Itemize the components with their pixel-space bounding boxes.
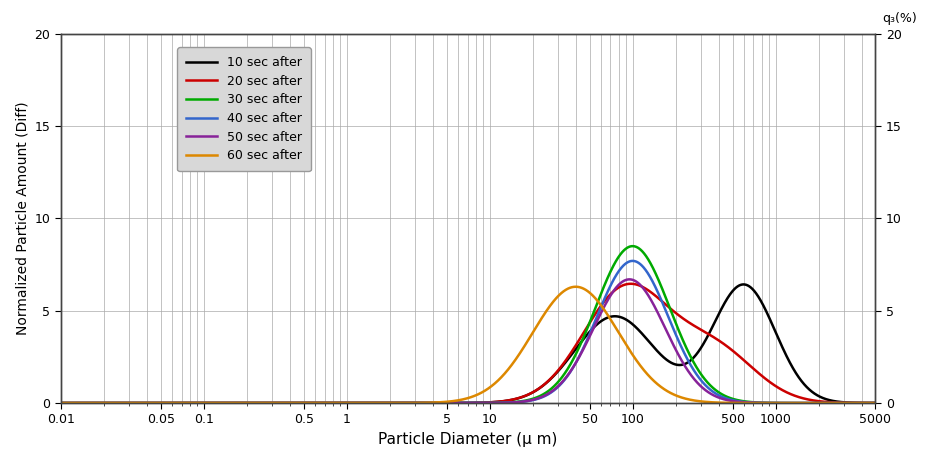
20 sec after <box>870 400 882 406</box>
40 sec after <box>367 400 378 406</box>
10 sec after <box>55 400 66 406</box>
Line: 30 sec after: 30 sec after <box>61 246 876 403</box>
30 sec after <box>870 400 882 406</box>
20 sec after <box>203 400 215 406</box>
60 sec after <box>543 304 555 310</box>
X-axis label: Particle Diameter (μ m): Particle Diameter (μ m) <box>378 432 558 447</box>
40 sec after <box>55 400 66 406</box>
20 sec after <box>625 281 636 286</box>
50 sec after <box>725 398 736 404</box>
Line: 50 sec after: 50 sec after <box>61 280 876 403</box>
Text: q₃(%): q₃(%) <box>882 12 917 24</box>
50 sec after <box>663 333 674 339</box>
Y-axis label: Normalized Particle Amount (Diff): Normalized Particle Amount (Diff) <box>15 102 29 335</box>
30 sec after <box>627 243 638 249</box>
10 sec after <box>367 400 378 406</box>
Line: 60 sec after: 60 sec after <box>61 287 876 403</box>
Legend: 10 sec after, 20 sec after, 30 sec after, 40 sec after, 50 sec after, 60 sec aft: 10 sec after, 20 sec after, 30 sec after… <box>177 48 311 171</box>
40 sec after <box>725 397 736 402</box>
30 sec after <box>55 400 66 406</box>
40 sec after <box>203 400 215 406</box>
10 sec after <box>725 291 736 297</box>
50 sec after <box>624 277 636 282</box>
60 sec after <box>55 400 66 406</box>
40 sec after <box>663 315 674 321</box>
40 sec after <box>543 391 555 396</box>
40 sec after <box>627 258 638 264</box>
30 sec after <box>367 400 378 406</box>
60 sec after <box>870 400 882 406</box>
60 sec after <box>367 400 378 406</box>
60 sec after <box>585 291 597 297</box>
20 sec after <box>367 400 378 406</box>
60 sec after <box>663 389 674 395</box>
50 sec after <box>870 400 882 406</box>
Line: 10 sec after: 10 sec after <box>61 285 876 403</box>
50 sec after <box>55 400 66 406</box>
30 sec after <box>585 317 597 323</box>
10 sec after <box>663 359 674 364</box>
20 sec after <box>663 304 674 310</box>
10 sec after <box>203 400 215 406</box>
20 sec after <box>543 377 555 383</box>
10 sec after <box>543 377 555 383</box>
30 sec after <box>543 388 555 393</box>
10 sec after <box>585 328 597 334</box>
Line: 40 sec after: 40 sec after <box>61 261 876 403</box>
30 sec after <box>725 395 736 401</box>
50 sec after <box>585 332 597 337</box>
60 sec after <box>725 400 736 406</box>
60 sec after <box>570 284 581 290</box>
30 sec after <box>203 400 215 406</box>
50 sec after <box>203 400 215 406</box>
50 sec after <box>543 390 555 396</box>
20 sec after <box>585 318 597 324</box>
50 sec after <box>367 400 378 406</box>
10 sec after <box>870 400 882 406</box>
10 sec after <box>738 282 750 287</box>
30 sec after <box>663 303 674 308</box>
60 sec after <box>203 400 215 406</box>
40 sec after <box>585 329 597 334</box>
40 sec after <box>870 400 882 406</box>
20 sec after <box>55 400 66 406</box>
20 sec after <box>725 346 736 352</box>
Line: 20 sec after: 20 sec after <box>61 284 876 403</box>
